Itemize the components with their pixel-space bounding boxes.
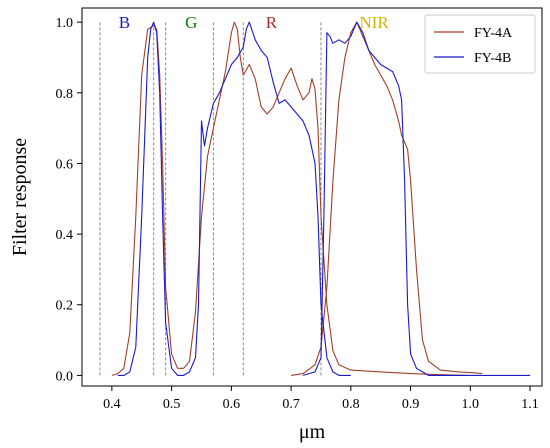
band-label-b: B <box>119 13 130 32</box>
x-tick-label: 0.9 <box>402 397 420 412</box>
band-labels: B G R NIR <box>119 13 390 32</box>
dashed-reference-lines <box>99 22 322 376</box>
x-tick-label: 0.8 <box>342 397 360 412</box>
series-line-fy-4b-1 <box>302 21 531 376</box>
series-line-fy-4b-0 <box>117 21 351 376</box>
x-axis-ticks: 0.4 0.5 0.6 0.7 0.8 0.9 1.0 1.1 <box>103 386 539 412</box>
legend-box <box>424 14 536 74</box>
x-tick-label: 0.5 <box>163 397 181 412</box>
y-axis-ticks: 0.0 0.2 0.4 0.6 0.8 1.0 <box>56 16 82 384</box>
x-tick-label: 1.0 <box>462 397 480 412</box>
y-tick-label: 1.0 <box>56 16 74 31</box>
x-axis-label: μm <box>299 421 326 443</box>
band-label-g: G <box>185 13 197 32</box>
y-tick-label: 0.0 <box>56 369 74 384</box>
legend: FY-4A FY-4B <box>424 14 536 74</box>
x-tick-label: 0.7 <box>282 397 300 412</box>
y-tick-label: 0.6 <box>56 157 74 172</box>
band-label-nir: NIR <box>359 13 389 32</box>
legend-label-fy4a: FY-4A <box>474 26 513 41</box>
x-tick-label: 0.4 <box>103 397 121 412</box>
y-axis-label: Filter response <box>9 138 31 256</box>
x-tick-label: 0.6 <box>223 397 241 412</box>
y-tick-label: 0.4 <box>56 228 74 243</box>
y-tick-label: 0.2 <box>56 299 74 314</box>
band-label-r: R <box>266 13 278 32</box>
series-lines <box>111 21 531 376</box>
y-tick-label: 0.8 <box>56 87 74 102</box>
series-line-fy-4a-1 <box>291 21 483 376</box>
legend-label-fy4b: FY-4B <box>474 51 511 66</box>
plot-frame <box>81 7 543 387</box>
x-tick-label: 1.1 <box>521 397 539 412</box>
